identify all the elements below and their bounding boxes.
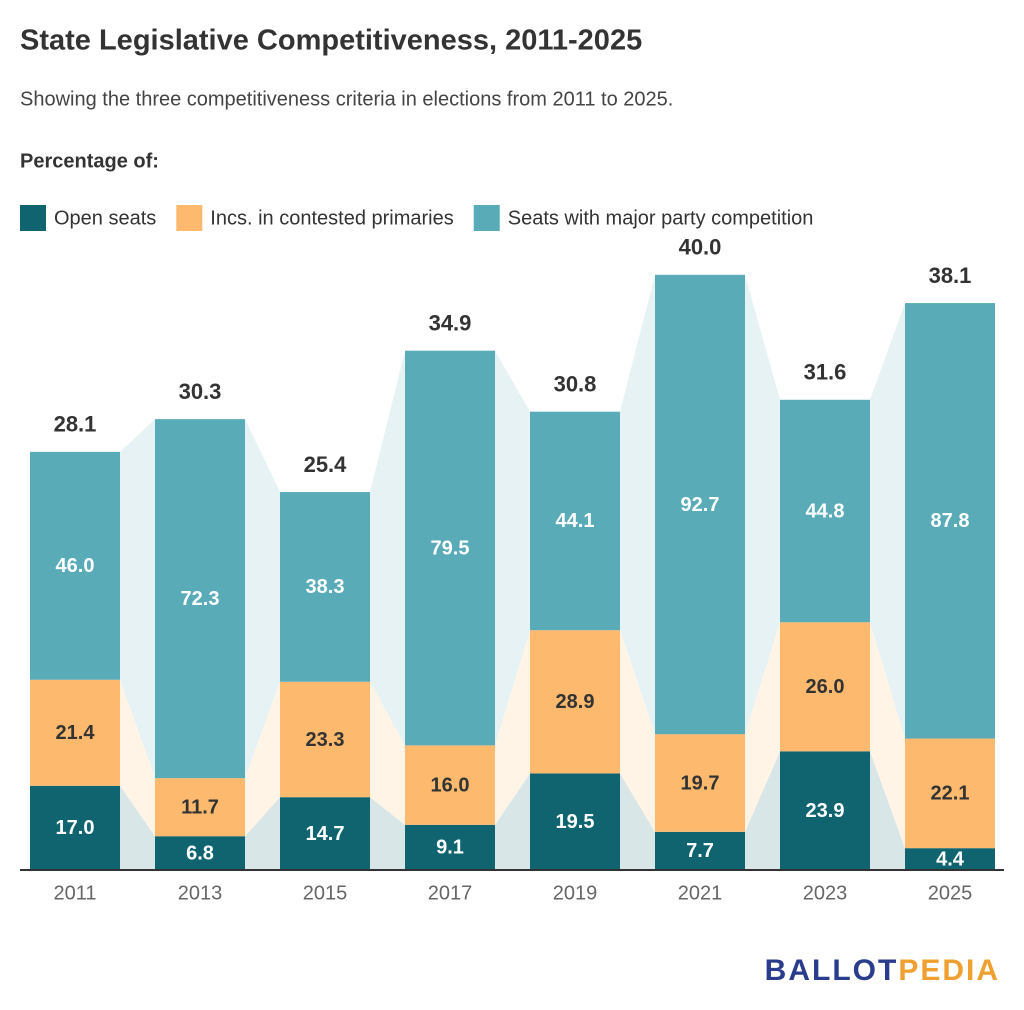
x-tick-label: 2023 [803,882,848,904]
bar-segment [405,745,495,825]
x-tick-label: 2011 [53,882,96,904]
connector [870,622,905,849]
bar-segment [655,274,745,735]
segment-label: 28.9 [556,691,595,713]
total-label: 28.1 [54,412,97,437]
total-label: 25.4 [304,452,348,477]
segment-label: 46.0 [56,555,95,577]
connector [370,350,405,746]
segment-label: 44.1 [556,510,595,532]
bar-segment [530,773,620,870]
logo-part: BALLOT [765,954,899,987]
bar-segment [30,451,120,680]
total-label: 31.6 [804,360,847,385]
segment-label: 38.3 [306,576,345,598]
bar-segment [655,831,745,870]
connector [620,773,655,870]
segment-label: 19.7 [681,772,720,794]
connector [870,303,905,739]
bar-segment [780,622,870,752]
bar-segment [405,824,495,870]
connector [745,274,780,735]
segment-label: 23.9 [806,800,845,822]
bar-segment [30,785,120,870]
logo: BALLOTPEDIA [765,954,1000,987]
x-tick-label: 2019 [553,882,598,904]
segment-label: 79.5 [431,537,470,559]
segment-label: 4.4 [936,848,965,870]
bar-segment [780,399,870,623]
legend-swatch [20,205,46,231]
connector [120,679,155,837]
bar-segment [405,350,495,746]
legend-swatch [473,205,500,231]
connector [745,622,780,832]
bar-segment [530,630,620,774]
x-tick-label: 2015 [303,882,348,904]
connector [620,274,655,735]
bar-segment [155,836,245,870]
connector [245,419,280,779]
legend-label: Incs. in contested primaries [210,207,453,229]
legend-label: Seats with major party competition [508,207,814,229]
bar-segment [280,492,370,682]
bar-segment [155,419,245,779]
connector [620,630,655,832]
connector [495,773,530,870]
connector [245,681,280,837]
total-label: 30.8 [554,372,597,397]
segment-label: 44.8 [806,500,845,522]
segment-label: 11.7 [181,796,219,818]
segment-label: 14.7 [306,823,345,845]
connector [120,785,155,870]
segment-label: 26.0 [806,676,845,698]
x-tick-label: 2017 [428,882,473,904]
segment-label: 92.7 [681,494,720,516]
connector [495,350,530,746]
connector [245,797,280,870]
x-tick-label: 2013 [178,882,223,904]
connector [745,751,780,870]
connector [870,751,905,870]
chart-subtitle: Showing the three competitiveness criter… [20,88,673,110]
bar-segment [530,411,620,631]
segment-label: 6.8 [186,842,214,864]
total-label: 38.1 [929,263,972,288]
bar-segment [655,734,745,832]
segment-label: 19.5 [556,811,595,833]
segment-label: 16.0 [431,774,470,796]
segment-label: 21.4 [56,722,96,744]
segment-label: 72.3 [181,588,220,610]
segment-label: 17.0 [56,817,95,839]
segment-label: 22.1 [931,783,970,805]
x-tick-label: 2021 [678,882,723,904]
x-tick-label: 2025 [928,882,973,904]
total-label: 40.0 [679,235,722,260]
connector [120,419,155,779]
connector [495,630,530,825]
segment-label: 87.8 [931,510,970,532]
legend-label: Open seats [54,207,156,229]
chart-title: State Legislative Competitiveness, 2011-… [20,25,642,57]
bar-segment [780,751,870,870]
bar-segment [280,797,370,870]
legend-swatch [176,205,203,231]
total-label: 34.9 [429,311,472,336]
bar-segment [30,679,120,786]
segment-label: 23.3 [306,729,345,751]
bar-segment [155,778,245,837]
legend-title: Percentage of: [20,150,159,172]
total-label: 30.3 [179,379,222,404]
segment-label: 7.7 [686,840,714,862]
bar-segment [905,738,995,849]
bar-segment [905,303,995,739]
bar-segment [280,681,370,798]
connector [370,681,405,825]
bar-segment [905,848,995,870]
logo-part: PEDIA [898,954,1000,987]
connector [370,797,405,870]
segment-label: 9.1 [436,837,464,859]
